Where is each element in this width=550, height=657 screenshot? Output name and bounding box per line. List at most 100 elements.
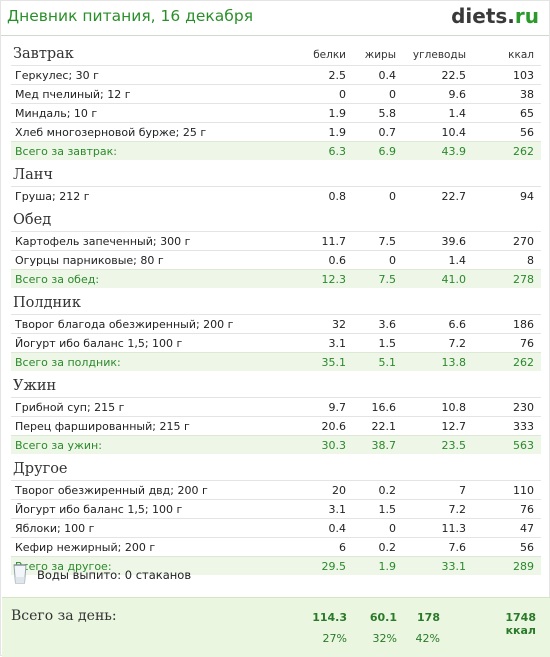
food-row[interactable]: Перец фаршированный; 215 г 20.6 22.1 12.7 33… xyxy=(11,416,541,435)
meal-title: Ужин xyxy=(13,378,57,394)
food-value: 9.6 xyxy=(448,88,467,101)
food-value: 1.9 xyxy=(328,107,347,120)
meal-section: Полдник Творог благода обезжиренный; 200 … xyxy=(11,294,541,377)
food-value: 11.3 xyxy=(441,522,467,535)
meal-total-label: Всего за завтрак: xyxy=(15,145,118,158)
water-label: Воды выпито: xyxy=(37,568,122,582)
meal-total-value: 262 xyxy=(513,145,534,158)
food-row[interactable]: Творог обезжиренный двд; 200 г 20 0.2 7 110 xyxy=(11,480,541,499)
food-value: 333 xyxy=(513,420,534,433)
column-header: ккал xyxy=(508,49,534,61)
food-value: 76 xyxy=(520,337,534,350)
meal-total-value: 563 xyxy=(513,439,534,452)
meal-section: Завтрак белки жиры углеводы ккал Геркулес; 30… xyxy=(11,45,541,166)
food-name: Грибной суп; 215 г xyxy=(15,401,125,414)
meal-total-value: 29.5 xyxy=(321,560,347,573)
logo-dot: . xyxy=(507,4,515,28)
food-row[interactable]: Грибной суп; 215 г 9.7 16.6 10.8 230 xyxy=(11,397,541,416)
food-name: Йогурт ибо баланс 1,5; 100 г xyxy=(15,503,183,516)
food-value: 0.6 xyxy=(328,254,347,267)
food-value: 1.5 xyxy=(378,503,397,516)
food-value: 0.4 xyxy=(328,522,347,535)
food-row[interactable]: Груша; 212 г 0.8 0 22.7 94 xyxy=(11,186,541,205)
column-header: углеводы xyxy=(412,49,466,61)
food-value: 0.4 xyxy=(378,69,397,82)
food-value: 94 xyxy=(520,190,534,203)
food-name: Творог благода обезжиренный; 200 г xyxy=(15,318,234,331)
food-row[interactable]: Творог благода обезжиренный; 200 г 32 3.6 6… xyxy=(11,314,541,333)
food-name: Йогурт ибо баланс 1,5; 100 г xyxy=(15,337,183,350)
meal-total-value: 13.8 xyxy=(441,356,467,369)
food-value: 3.6 xyxy=(378,318,397,331)
food-value: 0.8 xyxy=(328,190,347,203)
food-row[interactable]: Огурцы парниковые; 80 г 0.6 0 1.4 8 xyxy=(11,250,541,269)
meal-total-label: Всего за полдник: xyxy=(15,356,121,369)
food-value: 65 xyxy=(520,107,534,120)
food-value: 38 xyxy=(520,88,534,101)
logo-tld: ru xyxy=(514,4,539,28)
meal-title: Другое xyxy=(13,461,68,477)
day-fat-pct: 32% xyxy=(372,632,397,645)
meal-total-value: 23.5 xyxy=(441,439,467,452)
food-name: Кефир нежирный; 200 г xyxy=(15,541,156,554)
food-value: 56 xyxy=(520,541,534,554)
meal-header: Обед xyxy=(11,211,541,231)
food-row[interactable]: Йогурт ибо баланс 1,5; 100 г 3.1 1.5 7.2 76 xyxy=(11,333,541,352)
day-carbs: 178 xyxy=(417,611,440,624)
meal-section: Ланч Груша; 212 г 0.8 0 22.7 94 xyxy=(11,166,541,211)
food-row[interactable]: Миндаль; 10 г 1.9 5.8 1.4 65 xyxy=(11,103,541,122)
meal-title: Полдник xyxy=(13,295,81,311)
food-row[interactable]: Йогурт ибо баланс 1,5; 100 г 3.1 1.5 7.2 76 xyxy=(11,499,541,518)
meal-title: Завтрак xyxy=(13,46,74,62)
food-name: Яблоки; 100 г xyxy=(15,522,95,535)
food-value: 0 xyxy=(389,190,396,203)
food-value: 0 xyxy=(389,522,396,535)
food-value: 76 xyxy=(520,503,534,516)
food-row[interactable]: Хлеб многозерновой бурже; 25 г 1.9 0.7 10.4… xyxy=(11,122,541,141)
food-value: 20.6 xyxy=(321,420,347,433)
food-value: 32 xyxy=(332,318,346,331)
meal-total-value: 5.1 xyxy=(378,356,397,369)
food-row[interactable]: Яблоки; 100 г 0.4 0 11.3 47 xyxy=(11,518,541,537)
food-value: 12.7 xyxy=(441,420,467,433)
food-value: 7.6 xyxy=(448,541,467,554)
food-value: 1.5 xyxy=(378,337,397,350)
day-protein-pct: 27% xyxy=(322,632,347,645)
food-value: 1.4 xyxy=(448,107,467,120)
food-value: 5.8 xyxy=(378,107,397,120)
meal-total-row: Всего за обед: 12.3 7.5 41.0 278 xyxy=(11,269,541,288)
page-title: Дневник питания, 16 декабря xyxy=(7,7,254,25)
water-text: Воды выпито: 0 стаканов xyxy=(37,568,191,582)
meal-total-value: 278 xyxy=(513,273,534,286)
food-value: 103 xyxy=(513,69,534,82)
food-value: 0.2 xyxy=(378,541,397,554)
food-row[interactable]: Картофель запеченный; 300 г 11.7 7.5 39.6 27… xyxy=(11,231,541,250)
food-value: 0.2 xyxy=(378,484,397,497)
meal-header: Ланч xyxy=(11,166,541,186)
food-value: 39.6 xyxy=(441,235,467,248)
meal-total-row: Всего за ужин: 30.3 38.7 23.5 563 xyxy=(11,435,541,454)
meal-total-value: 12.3 xyxy=(321,273,347,286)
food-value: 10.8 xyxy=(441,401,467,414)
food-value: 56 xyxy=(520,126,534,139)
food-value: 22.1 xyxy=(371,420,397,433)
site-logo[interactable]: diets.ru xyxy=(451,4,539,28)
food-name: Творог обезжиренный двд; 200 г xyxy=(15,484,208,497)
food-value: 7 xyxy=(459,484,466,497)
meal-total-value: 6.9 xyxy=(378,145,397,158)
food-row[interactable]: Мед пчелиный; 12 г 0 0 9.6 38 xyxy=(11,84,541,103)
day-carbs-pct: 42% xyxy=(415,632,440,645)
food-value: 230 xyxy=(513,401,534,414)
food-value: 0 xyxy=(389,254,396,267)
meal-total-value: 1.9 xyxy=(378,560,397,573)
meal-header: Завтрак белки жиры углеводы ккал xyxy=(11,45,541,65)
food-value: 47 xyxy=(520,522,534,535)
food-row[interactable]: Геркулес; 30 г 2.5 0.4 22.5 103 xyxy=(11,65,541,84)
food-value: 1.9 xyxy=(328,126,347,139)
meal-total-row: Всего за завтрак: 6.3 6.9 43.9 262 xyxy=(11,141,541,160)
meal-total-value: 262 xyxy=(513,356,534,369)
meal-total-label: Всего за обед: xyxy=(15,273,100,286)
food-value: 6.6 xyxy=(448,318,467,331)
food-row[interactable]: Кефир нежирный; 200 г 6 0.2 7.6 56 xyxy=(11,537,541,556)
meal-total-row: Всего за другое: 29.5 1.9 33.1 289 xyxy=(11,556,541,575)
